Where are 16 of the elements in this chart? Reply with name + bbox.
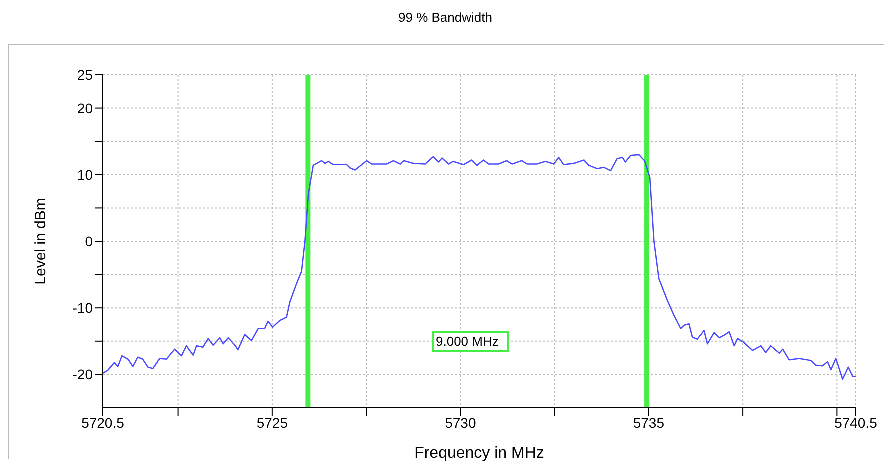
- y-tick-label: 25: [77, 66, 94, 83]
- x-tick-label: 5725: [256, 414, 288, 431]
- chart-title: 99 % Bandwidth: [398, 10, 494, 25]
- x-tick-label: 5730: [445, 414, 476, 431]
- x-tick-label: 5740.5: [834, 414, 878, 431]
- annotation: 9.000 MHz: [432, 331, 509, 352]
- y-tick-label: -10: [72, 300, 94, 316]
- y-tick-label: 10: [77, 166, 94, 183]
- x-tick-label: 5720.5: [82, 414, 125, 431]
- y-tick-label: 20: [77, 100, 94, 116]
- line-series: [103, 154, 856, 380]
- x-tick-label: 5735: [633, 414, 665, 431]
- x-axis-title: Frequency in MHz: [414, 445, 544, 462]
- y-axis-title: Level in dBm: [32, 198, 50, 285]
- y-tick-label: 0: [85, 233, 94, 250]
- y-tick-label: -20: [72, 366, 94, 383]
